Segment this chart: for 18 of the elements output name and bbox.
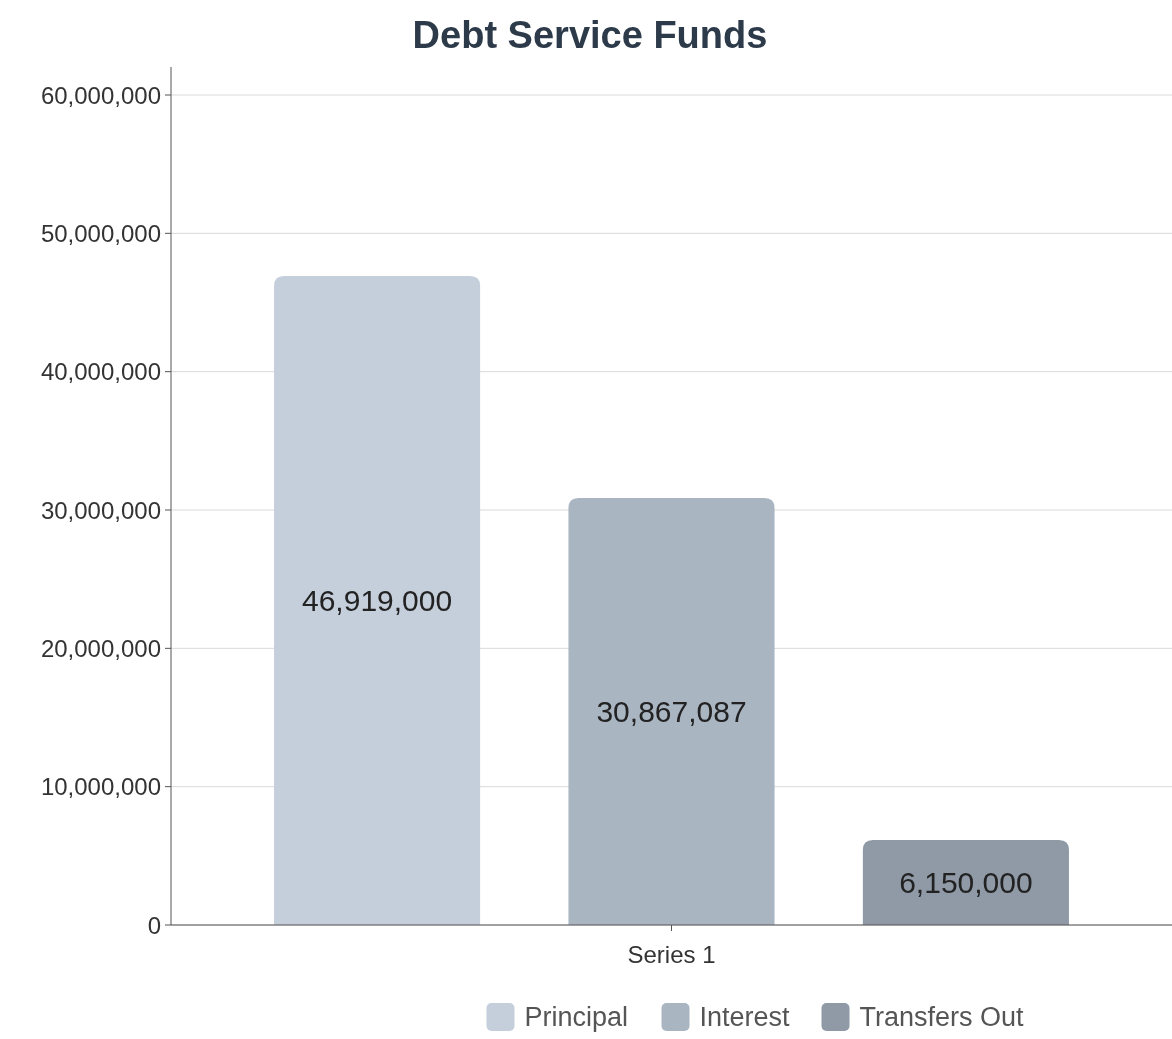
bar bbox=[862, 839, 1069, 925]
bar bbox=[274, 275, 481, 925]
y-tick-label: 60,000,000 bbox=[40, 81, 161, 109]
text: 6,150,000 bbox=[899, 865, 1033, 899]
chart-title: Debt Service Funds bbox=[412, 14, 768, 56]
bar bbox=[568, 498, 775, 925]
text: 30,867,087 bbox=[596, 695, 747, 728]
legend-label: Transfers Out bbox=[859, 1002, 1025, 1032]
y-tick-label: 40,000,000 bbox=[40, 358, 161, 386]
x-tick-label: Series 1 bbox=[627, 941, 716, 968]
y-tick-label: 50,000,000 bbox=[40, 219, 161, 247]
y-tick-label: 30,000,000 bbox=[40, 496, 161, 524]
text: 46,919,000 bbox=[302, 583, 453, 617]
y-tick-label: 0 bbox=[147, 911, 161, 939]
y-tick-label: 10,000,000 bbox=[40, 773, 161, 801]
y-tick-label: 20,000,000 bbox=[40, 634, 161, 662]
legend-label: Interest bbox=[699, 1002, 791, 1032]
legend-label: Principal bbox=[524, 1002, 629, 1032]
